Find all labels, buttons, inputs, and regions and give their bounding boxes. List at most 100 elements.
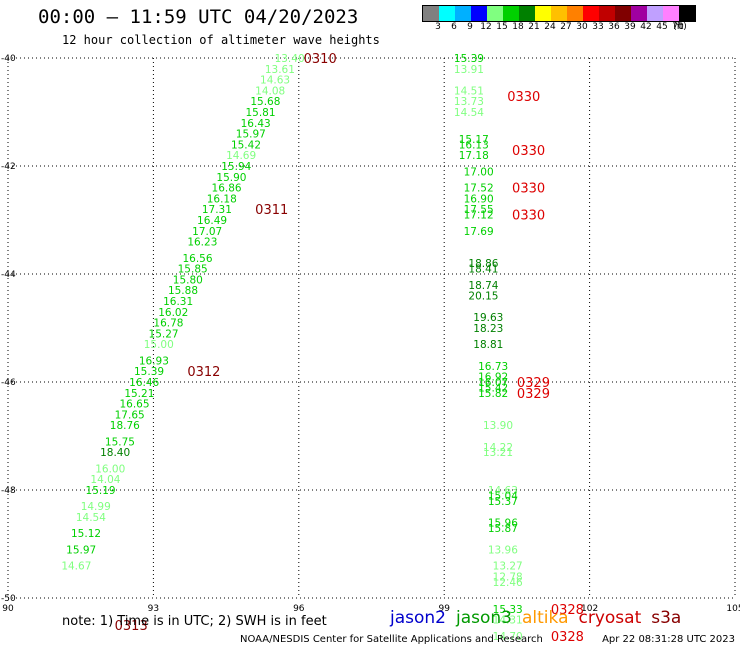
wave-height-label: 17.52	[464, 183, 494, 195]
color-swatch	[647, 6, 663, 21]
legend-item-s3a: s3a	[651, 608, 682, 628]
legend-item-altika: altika	[522, 608, 569, 628]
footer: NOAA/NESDIS Center for Satellite Applica…	[240, 634, 735, 645]
color-scale-label: 6	[451, 22, 457, 32]
wave-height-label: 18.76	[110, 420, 140, 432]
wave-height-label: 16.56	[182, 253, 212, 265]
wave-height-label: 18.40	[100, 447, 130, 459]
color-swatch	[487, 6, 503, 21]
wave-height-label: 16.93	[139, 355, 169, 367]
pass-time-label: 0328	[551, 630, 584, 645]
wave-height-label: 17.69	[464, 226, 494, 238]
color-swatch	[439, 6, 455, 21]
wave-height-label: 15.39	[454, 53, 484, 65]
wave-height-label: 15.85	[178, 264, 208, 276]
wave-height-label: 16.92	[478, 372, 508, 384]
color-scale-bar	[422, 5, 696, 22]
wave-height-label: 15.96	[488, 517, 518, 529]
x-tick-label: 102	[581, 604, 598, 614]
x-tick-label: 105	[726, 604, 740, 614]
pass-time-label: 0330	[512, 209, 545, 224]
wave-height-label: 16.46	[129, 377, 159, 389]
color-swatch	[503, 6, 519, 21]
color-swatch	[615, 6, 631, 21]
wave-height-label: 14.54	[76, 512, 106, 524]
pass-time-label: 0311	[255, 203, 288, 218]
color-scale-label: 33	[592, 22, 604, 32]
wave-height-label: 15.97	[236, 129, 266, 141]
color-scale-label: 15	[496, 22, 508, 32]
wave-height-label: 13.91	[454, 64, 484, 76]
wave-height-label: 15.04	[488, 490, 518, 502]
color-scale-label: 70	[672, 22, 684, 32]
wave-height-label: 14.51	[454, 85, 484, 97]
color-scale-label: 36	[608, 22, 620, 32]
chart-title: 00:00 – 11:59 UTC 04/20/2023	[38, 6, 359, 28]
legend-item-jason2: jason2	[390, 608, 446, 628]
wave-height-label: 17.55	[464, 204, 494, 216]
pass-time-label: 0328	[551, 603, 584, 618]
color-scale-label: 39	[624, 22, 636, 32]
wave-height-label: 15.12	[71, 528, 101, 540]
wave-height-label: 13.96	[488, 544, 518, 556]
wave-height-label: 15.21	[124, 388, 154, 400]
wave-height-label: 19.63	[473, 312, 503, 324]
wave-height-label: 15.42	[231, 139, 261, 151]
color-scale-label: 30	[576, 22, 588, 32]
wave-height-label: 15.42	[478, 382, 508, 394]
wave-height-label: 15.19	[86, 485, 116, 497]
wave-height-label: 16.07	[478, 377, 508, 389]
wave-height-label: 14.63	[488, 485, 518, 497]
x-tick-label: 93	[148, 604, 159, 614]
wave-height-label: 15.80	[173, 274, 203, 286]
wave-height-label: 15.75	[105, 436, 135, 448]
wave-height-label: 15.87	[488, 523, 518, 535]
legend-item-cryosat: cryosat	[578, 608, 642, 628]
wave-height-label: 16.13	[459, 139, 489, 151]
color-swatch	[567, 6, 583, 21]
wave-height-label: 15.82	[478, 388, 508, 400]
wave-height-label: 16.18	[207, 193, 237, 205]
wave-height-label: 18.41	[468, 264, 498, 276]
wave-height-label: 18.23	[473, 323, 503, 335]
color-scale-label: 45	[656, 22, 668, 32]
wave-height-label: 15.27	[149, 328, 179, 340]
color-swatch	[583, 6, 599, 21]
wave-height-label: 16.23	[187, 237, 217, 249]
color-scale-label: (ft)	[673, 22, 687, 32]
wave-height-label: 13.73	[454, 96, 484, 108]
wave-height-label: 17.18	[459, 150, 489, 162]
wave-height-label: 12.78	[493, 571, 523, 583]
pass-time-label: 0329	[517, 376, 550, 391]
wave-height-label: 14.99	[81, 501, 111, 513]
y-tick-label: -48	[1, 486, 16, 496]
wave-height-label: 14.31	[493, 615, 523, 627]
wave-height-label: 15.90	[216, 172, 246, 184]
wave-height-label: 15.68	[250, 96, 280, 108]
wave-height-label: 13.61	[265, 64, 295, 76]
wave-height-label: 16.02	[158, 307, 188, 319]
color-swatch	[471, 6, 487, 21]
pass-time-label: 0330	[512, 182, 545, 197]
wave-height-label: 18.74	[468, 280, 498, 292]
wave-height-label: 14.08	[255, 85, 285, 97]
wave-height-label: 13.21	[483, 447, 513, 459]
color-scale-label: 24	[544, 22, 556, 32]
color-scale-label: 21	[528, 22, 540, 32]
color-swatch	[551, 6, 567, 21]
wave-height-label: 16.86	[212, 183, 242, 195]
wave-height-label: 12.46	[493, 577, 523, 589]
footer-credit: NOAA/NESDIS Center for Satellite Applica…	[240, 634, 543, 645]
x-tick-label: 90	[2, 604, 14, 614]
color-swatch	[423, 6, 439, 21]
wave-height-label: 17.07	[192, 226, 222, 238]
wave-height-label: 17.12	[464, 210, 494, 222]
wave-height-label: 15.39	[134, 366, 164, 378]
wave-height-label: 16.43	[241, 118, 271, 130]
color-scale-label: 9	[467, 22, 473, 32]
color-scale-label: 18	[512, 22, 524, 32]
pass-time-label: 0330	[507, 90, 540, 105]
wave-height-label: 20.15	[468, 291, 498, 303]
y-tick-label: -50	[1, 594, 16, 604]
wave-height-label: 15.33	[493, 604, 523, 616]
